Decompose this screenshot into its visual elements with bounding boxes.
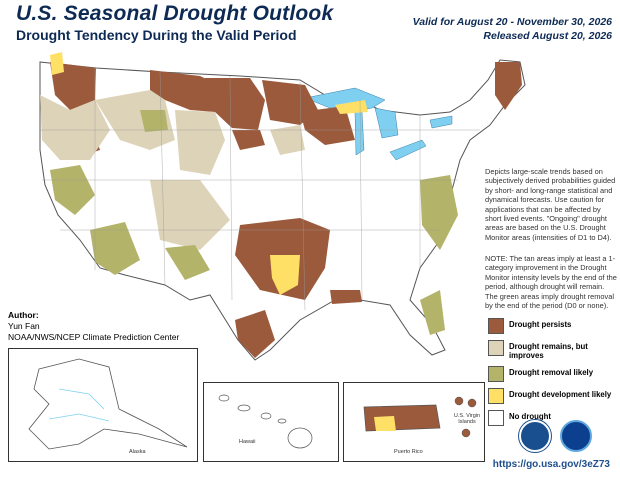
state-boundaries xyxy=(40,68,480,311)
alaska-inset: Alaska xyxy=(8,348,198,462)
legend-item-removal: Drought removal likely xyxy=(488,366,618,382)
legend-item-no-drought: No drought xyxy=(488,410,618,426)
valid-line: Valid for August 20 - November 30, 2026 xyxy=(412,16,612,28)
legend-swatch-improves xyxy=(488,340,504,356)
released-line: Released August 20, 2026 xyxy=(483,30,612,42)
drought-improves-areas xyxy=(40,90,305,250)
drought-removal-areas xyxy=(50,110,458,335)
legend-label-persists: Drought persists xyxy=(509,320,572,329)
map-subtitle: Drought Tendency During the Valid Period xyxy=(16,27,297,43)
legend-label-improves: Drought remains, but improves xyxy=(509,342,588,360)
legend-label-development: Drought development likely xyxy=(509,390,612,399)
puerto-rico-inset: Puerto Rico U.S. Virgin Islands xyxy=(343,382,485,462)
usda-logo-icon xyxy=(519,420,551,452)
outlook-url[interactable]: https://go.usa.gov/3eZ73 xyxy=(492,459,610,470)
hawaii-label: Hawaii xyxy=(239,439,256,445)
legend-swatch-no-drought xyxy=(488,410,504,426)
legend-item-improves: Drought remains, but improves xyxy=(488,340,618,360)
map-description: Depicts large-scale trends based on subj… xyxy=(485,167,616,242)
map-note: NOTE: The tan areas imply at least a 1-c… xyxy=(485,254,617,311)
legend-item-development: Drought development likely xyxy=(488,388,618,404)
hawaii-inset: Hawaii xyxy=(203,382,339,462)
legend-swatch-development xyxy=(488,388,504,404)
legend-item-persists: Drought persists xyxy=(488,318,618,334)
puerto-rico-label: Puerto Rico xyxy=(394,449,423,455)
drought-development-areas xyxy=(50,52,368,295)
author-heading: Author: xyxy=(8,310,39,320)
usvi-label: U.S. Virgin Islands xyxy=(453,413,481,425)
legend-swatch-removal xyxy=(488,366,504,382)
author-org: NOAA/NWS/NCEP Climate Prediction Center xyxy=(8,332,180,342)
alaska-label: Alaska xyxy=(129,449,146,455)
puerto-rico-map xyxy=(363,396,477,438)
author-name: Yun Fan xyxy=(8,321,40,331)
map-title: U.S. Seasonal Drought Outlook xyxy=(16,2,334,25)
hawaii-map xyxy=(218,394,313,449)
lake-erie xyxy=(389,139,427,161)
legend: Drought persists Drought remains, but im… xyxy=(488,318,618,432)
legend-label-no-drought: No drought xyxy=(509,412,552,421)
lake-huron xyxy=(374,107,399,139)
author-block: Author: Yun Fan NOAA/NWS/NCEP Climate Pr… xyxy=(8,310,179,343)
noaa-logo-icon xyxy=(560,420,592,452)
legend-label-removal: Drought removal likely xyxy=(509,368,594,377)
lake-ontario xyxy=(429,115,453,129)
alaska-map xyxy=(28,358,188,450)
valid-period: Valid for August 20 - November 30, 2026 … xyxy=(413,15,612,43)
legend-swatch-persists xyxy=(488,318,504,334)
